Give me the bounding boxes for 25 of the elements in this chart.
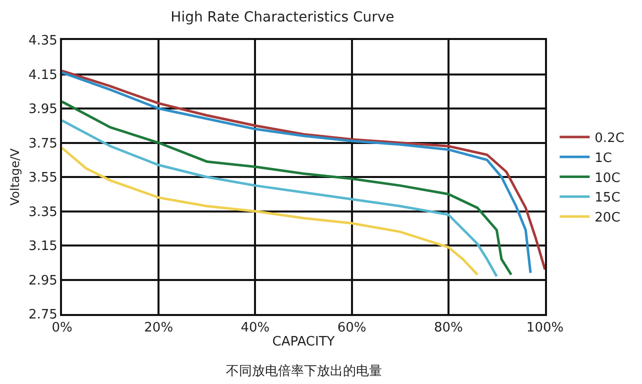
line-series <box>62 146 479 276</box>
x-tick-label: 0% <box>52 320 72 336</box>
y-tick-label: 2.75 <box>28 308 58 323</box>
x-tick-label: 100% <box>526 320 564 336</box>
y-tick-label: 3.35 <box>28 204 58 220</box>
chart-title: High Rate Characteristics Curve <box>170 9 394 26</box>
y-tick-label: 3.15 <box>28 239 58 254</box>
x-tick-label: 40% <box>240 320 270 336</box>
legend-label: 1C <box>594 150 612 166</box>
x-axis-title: CAPACITY <box>272 334 335 350</box>
legend-label: 10C <box>594 170 620 186</box>
y-tick-label: 4.15 <box>28 68 58 83</box>
x-tick-label: 60% <box>337 320 366 336</box>
legend-label: 0.2C <box>594 131 624 146</box>
y-tick-label: 3.95 <box>28 102 58 118</box>
y-tick-label: 4.35 <box>28 34 58 49</box>
y-tick-label: 2.95 <box>28 273 58 288</box>
y-axis-title: Voltage/V <box>8 148 22 206</box>
y-tick-label: 3.55 <box>28 170 58 186</box>
x-tick-label: 20% <box>144 320 174 336</box>
text: 不同放电倍率下放出的电量 <box>226 363 382 379</box>
legend-label: 15C <box>594 190 620 206</box>
y-tick-label: 3.75 <box>28 136 58 152</box>
legend-label: 20C <box>594 210 620 226</box>
x-tick-label: 80% <box>434 320 463 336</box>
